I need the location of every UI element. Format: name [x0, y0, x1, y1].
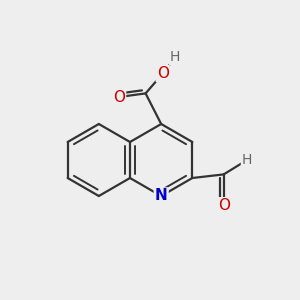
- Text: O: O: [218, 198, 230, 213]
- Text: H: H: [170, 50, 180, 64]
- Text: N: N: [155, 188, 168, 203]
- Text: O: O: [157, 66, 169, 81]
- Text: O: O: [113, 89, 125, 104]
- Text: H: H: [242, 153, 252, 167]
